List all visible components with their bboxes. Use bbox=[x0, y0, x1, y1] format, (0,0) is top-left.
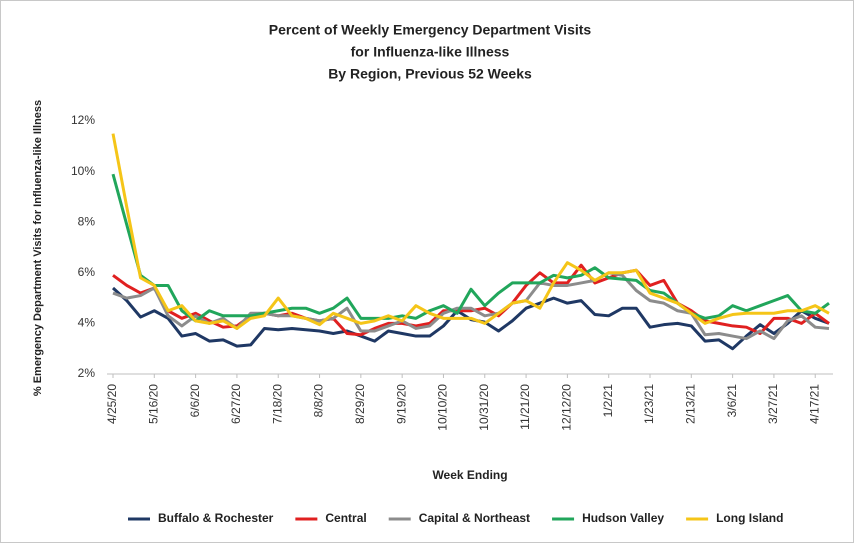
chart-title: for Influenza-like Illness bbox=[351, 44, 510, 60]
x-tick-label: 8/8/20 bbox=[312, 384, 326, 418]
y-tick-label: 2% bbox=[78, 366, 96, 380]
y-tick-label: 10% bbox=[71, 164, 95, 178]
x-tick-label: 2/13/21 bbox=[683, 384, 697, 424]
x-tick-label: 3/6/21 bbox=[725, 384, 739, 418]
y-tick-label: 8% bbox=[78, 214, 96, 228]
chart-title: By Region, Previous 52 Weeks bbox=[328, 66, 532, 82]
x-tick-label: 1/2/21 bbox=[601, 384, 615, 418]
legend-label: Long Island bbox=[716, 511, 783, 525]
x-tick-label: 7/18/20 bbox=[270, 384, 284, 424]
x-tick-label: 8/29/20 bbox=[353, 384, 367, 424]
series-line bbox=[111, 133, 830, 330]
x-tick-label: 4/25/20 bbox=[105, 384, 119, 424]
legend-label: Capital & Northeast bbox=[419, 511, 530, 525]
x-tick-label: 6/6/20 bbox=[188, 384, 202, 418]
y-tick-label: 6% bbox=[78, 265, 96, 279]
legend-label: Central bbox=[325, 511, 366, 525]
x-tick-label: 11/21/20 bbox=[518, 384, 532, 430]
x-tick-label: 4/17/21 bbox=[807, 384, 821, 424]
x-tick-label: 5/16/20 bbox=[146, 384, 160, 424]
y-tick-label: 12% bbox=[71, 113, 95, 127]
x-tick-label: 9/19/20 bbox=[394, 384, 408, 424]
x-tick-label: 12/12/20 bbox=[560, 384, 574, 431]
y-tick-label: 4% bbox=[78, 316, 96, 330]
series-line bbox=[111, 173, 830, 323]
x-tick-label: 6/27/20 bbox=[229, 384, 243, 424]
x-tick-label: 1/23/21 bbox=[642, 384, 656, 424]
x-axis-label: Week Ending bbox=[432, 468, 507, 482]
x-tick-label: 3/27/21 bbox=[766, 384, 780, 424]
x-tick-label: 10/10/20 bbox=[436, 384, 450, 431]
legend-label: Buffalo & Rochester bbox=[158, 511, 274, 525]
y-axis-label: % Emergency Department Visits for Influe… bbox=[32, 100, 44, 396]
x-tick-label: 10/31/20 bbox=[477, 384, 491, 431]
chart-title: Percent of Weekly Emergency Department V… bbox=[269, 22, 592, 38]
legend-label: Hudson Valley bbox=[582, 511, 664, 525]
